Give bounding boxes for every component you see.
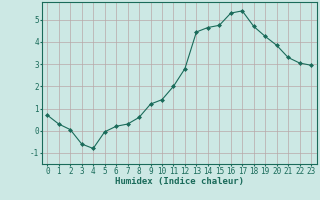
X-axis label: Humidex (Indice chaleur): Humidex (Indice chaleur) [115, 177, 244, 186]
